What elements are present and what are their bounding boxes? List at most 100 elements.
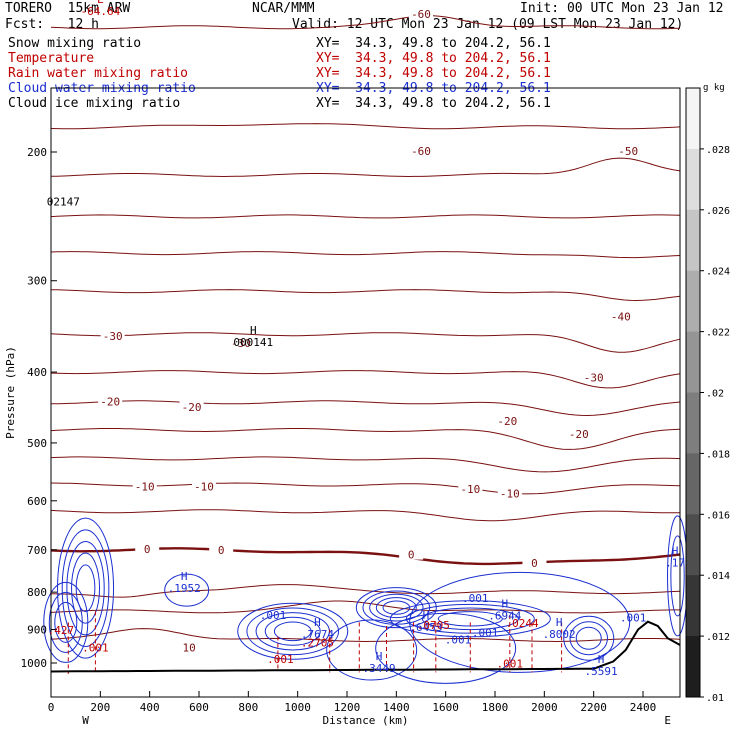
temperature-label-bg (581, 370, 606, 383)
y-tick-label: 800 (27, 586, 47, 599)
temperature-label-bg (209, 543, 234, 556)
extremum-value: .1952 (168, 582, 201, 595)
plot-frame (50, 87, 681, 698)
cloud-water-contour (71, 552, 101, 624)
extremum-value: .7674 (301, 628, 334, 641)
temperature-label-bg (399, 547, 424, 560)
colorbar-swatch (686, 514, 700, 576)
extremum-value: .6453 (409, 621, 442, 634)
y-tick-label: 900 (27, 624, 47, 637)
isotherm-line (50, 251, 681, 259)
init-time: Init: 00 UTC Mon 23 Jan 12 (520, 1, 724, 16)
x-tick-label: 1600 (432, 701, 459, 714)
x-tick-label: 800 (238, 701, 258, 714)
colorbar-swatch (686, 88, 700, 150)
temperature-label-bg (616, 144, 641, 156)
isotherm-line (50, 332, 681, 353)
y-tick-label: 700 (27, 544, 47, 557)
model-title: TORERO 15km ARW (5, 1, 131, 16)
rain-label: .2705 (301, 637, 334, 650)
cloud-water-contour (575, 626, 602, 650)
cloud-water-contour (273, 621, 312, 642)
cloud-water-contour (375, 597, 417, 619)
isotherm-line (50, 600, 680, 614)
y-tick-label: 200 (27, 146, 47, 159)
x-axis-title: Distance (km) (322, 714, 408, 727)
temperature-label: 10 (183, 641, 196, 654)
colorbar-tick-label: .024 (706, 267, 730, 278)
extremum-marker: H (502, 598, 509, 611)
isotherm-line (50, 509, 680, 522)
temperature-label-bg (135, 541, 160, 554)
colorbar-swatch (686, 453, 700, 515)
temperature-label: -10 (194, 480, 214, 493)
field-xy-temperature: XY= 34.3, 49.8 to 204.2, 56.1 (316, 51, 551, 66)
temperature-label: 0 (218, 544, 225, 557)
colorbar-tick-label: .02 (706, 389, 724, 400)
extremum-marker: H (376, 650, 383, 663)
temperature-label-bg (228, 335, 253, 348)
cloud-label: .001 (620, 612, 647, 625)
x-tick-label: 1000 (284, 701, 311, 714)
cloud-label: .001 (445, 633, 472, 646)
cloud-water-contour (75, 564, 96, 612)
colorbar-tick-label: .01 (706, 693, 724, 704)
temperature-label-bg (566, 427, 591, 440)
extremum-marker: H (181, 570, 188, 583)
rain-label: .0244 (506, 617, 539, 630)
plot-border (50, 87, 681, 698)
cloud-water-contour (382, 600, 411, 615)
extremum-value: .17 (665, 556, 685, 569)
extremum-marker: H (556, 616, 563, 629)
isotherm-line (50, 628, 681, 643)
cloud-water-contour (66, 540, 105, 636)
extremum-value: 000141 (233, 336, 273, 349)
temperature-label-bg (132, 479, 157, 492)
cloud-water-contour (61, 529, 110, 647)
temperature-label: -20 (182, 401, 202, 414)
temperature-label: 0 (408, 549, 415, 562)
terrain-profile (50, 620, 681, 673)
temperature-label: -10 (460, 483, 480, 496)
y-tick-label: 500 (27, 437, 47, 450)
rain-label: .001 (497, 658, 524, 671)
colorbar-swatch (686, 331, 700, 393)
extremum-marker: H (250, 324, 257, 337)
isotherm-line (50, 584, 681, 598)
temperature-label-bg (458, 482, 483, 495)
temperature-label-bg (495, 413, 520, 426)
rain-label: .0705 (417, 619, 450, 632)
extremum-value: .8002 (543, 628, 576, 641)
temperature-label-bg (497, 486, 522, 499)
cloud-water-contour (164, 573, 210, 607)
field-xy-cloud-ice: XY= 34.3, 49.8 to 204.2, 56.1 (316, 96, 551, 111)
x-tick-label: 1200 (334, 701, 361, 714)
isotherm-line (50, 428, 681, 450)
cloud-water-contour (326, 619, 418, 681)
field-label-temperature: Temperature (8, 51, 95, 66)
temperature-label-bg (522, 555, 547, 568)
x-tick-label: 1800 (482, 701, 509, 714)
temperature-label: -40 (611, 311, 631, 324)
temperature-label-bg (409, 7, 433, 20)
isotherm-line (50, 214, 681, 219)
cloud-water-contour (569, 621, 608, 656)
extremum-marker: H (423, 609, 430, 622)
colorbar-unit: g kg (703, 83, 725, 93)
x-tick-label: 2000 (531, 701, 558, 714)
temperature-label-bg (608, 309, 633, 322)
colorbar-tick-label: .012 (706, 632, 730, 643)
temperature-label: 0 (144, 543, 151, 556)
colorbar: .01 .012 .014 .016 .018 .02 .022 .024 .026 .028 g … (685, 83, 730, 704)
colorbar-tick-label: .016 (706, 510, 730, 521)
field-label-snow: Snow mixing ratio (8, 36, 142, 51)
x-tick-label: 0 (48, 701, 55, 714)
field-label-cloud-ice: Cloud ice mixing ratio (8, 96, 181, 111)
colorbar-swatch (686, 209, 700, 272)
colorbar-tick-label: .028 (706, 145, 730, 156)
cloud-water-contour (237, 602, 349, 660)
y-tick-label: 1000 (21, 657, 48, 670)
isotherm-line (50, 289, 681, 302)
field-xy-snow: XY= 34.3, 49.8 to 204.2, 56.1 (316, 36, 551, 51)
